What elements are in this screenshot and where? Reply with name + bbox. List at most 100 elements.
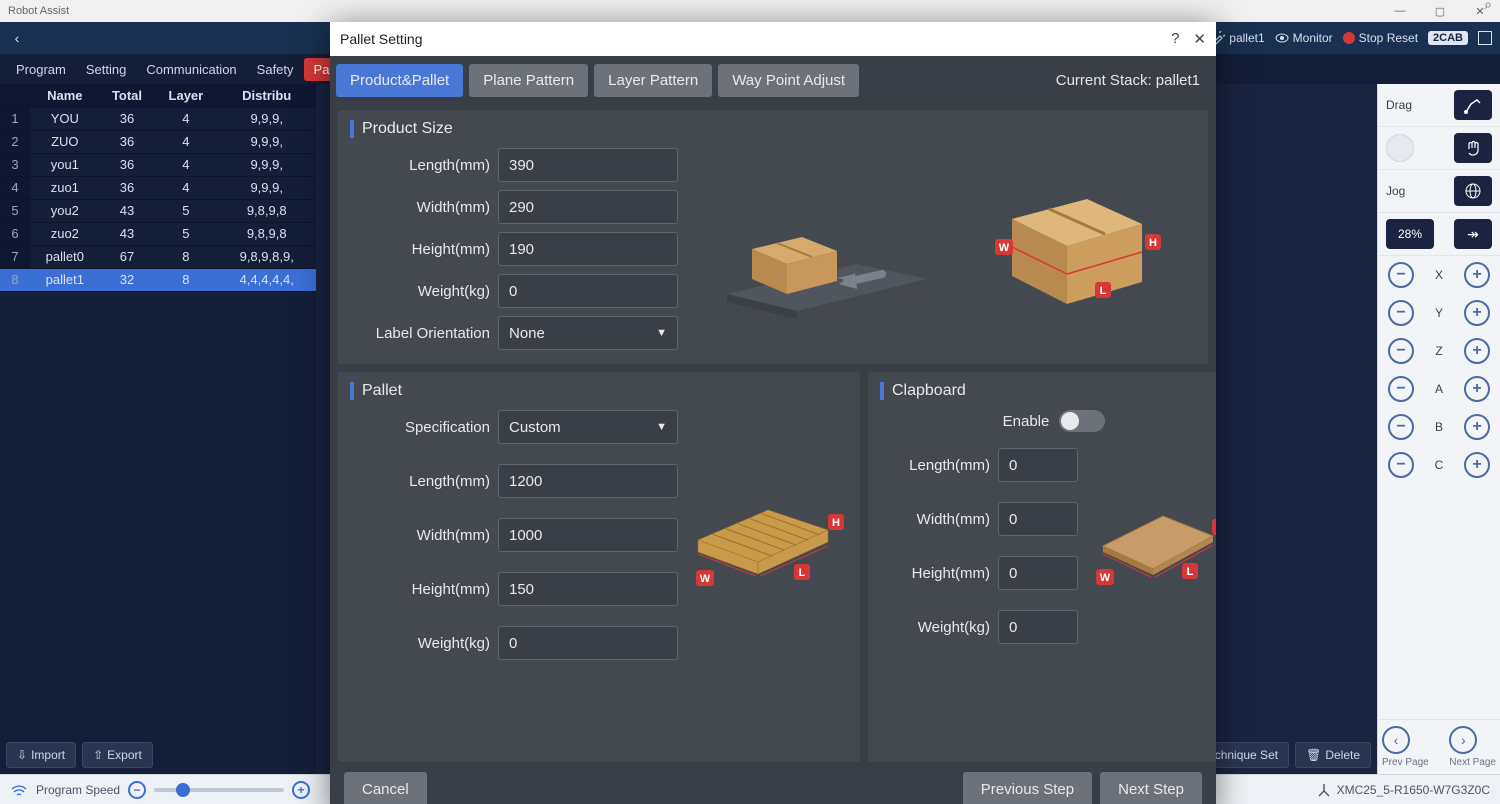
axis-Y-plus-button[interactable]: + (1464, 300, 1490, 326)
table-row[interactable]: 5you24359,8,9,8 (0, 199, 316, 222)
product-size-title: Product Size (350, 120, 1196, 138)
caret-down-icon: ▼ (656, 421, 667, 433)
clapboard-title: Clapboard (880, 382, 1216, 400)
axis-C-label: C (1435, 458, 1444, 472)
axis-Y-minus-button[interactable]: − (1388, 300, 1414, 326)
export-button[interactable]: ⇧ Export (82, 742, 153, 768)
previous-step-button[interactable]: Previous Step (963, 772, 1092, 804)
axis-A-plus-button[interactable]: + (1464, 376, 1490, 402)
pallet-weight-input[interactable] (498, 626, 678, 660)
dialog-close-icon[interactable]: ✕ (1193, 30, 1206, 48)
table-row[interactable]: 6zuo24359,8,9,8 (0, 222, 316, 245)
axis-Y-label: Y (1435, 306, 1443, 320)
clapboard-height-input[interactable] (998, 556, 1078, 590)
drag-toggle[interactable] (1386, 134, 1414, 162)
axis-A-minus-button[interactable]: − (1388, 376, 1414, 402)
trash-icon: 🗑 (1306, 748, 1321, 762)
step-button[interactable]: ↠ (1454, 219, 1492, 249)
tab-layer-pattern[interactable]: Layer Pattern (594, 64, 712, 97)
axis-A-label: A (1435, 382, 1443, 396)
col-distribu: Distribu (217, 84, 316, 107)
table-row[interactable]: 3you13649,9,9, (0, 153, 316, 176)
axis-B-label: B (1435, 420, 1443, 434)
tab-product-pallet[interactable]: Product&Pallet (336, 64, 463, 97)
svg-text:W: W (999, 242, 1010, 254)
import-button[interactable]: ⇩ Import (6, 742, 76, 768)
pallet-illustration: H L W (678, 410, 848, 660)
pallet-width-input[interactable] (498, 518, 678, 552)
product-weight-input[interactable] (498, 274, 678, 308)
table-row[interactable]: 2ZUO3649,9,9, (0, 130, 316, 153)
maximize-icon[interactable]: ▢ (1420, 0, 1460, 22)
delete-button[interactable]: 🗑 Delete (1295, 742, 1371, 768)
tab-plane-pattern[interactable]: Plane Pattern (469, 64, 588, 97)
table-row[interactable]: 7pallet06789,8,9,8,9, (0, 245, 316, 268)
pallet-height-input[interactable] (498, 572, 678, 606)
stop-reset-button[interactable]: Stop Reset (1343, 31, 1418, 45)
globe-icon (1464, 182, 1482, 200)
menu-item-safety[interactable]: Safety (247, 58, 304, 81)
table-row[interactable]: 1YOU3649,9,9, (0, 107, 316, 130)
pallet-title: Pallet (350, 382, 848, 400)
axis-C-plus-button[interactable]: + (1464, 452, 1490, 478)
axis-Z-minus-button[interactable]: − (1388, 338, 1414, 364)
back-icon[interactable]: ‹ (8, 30, 26, 46)
clapboard-weight-input[interactable] (998, 610, 1078, 644)
axis-B-plus-button[interactable]: + (1464, 414, 1490, 440)
pallet-indicator[interactable]: pallet1 (1211, 31, 1264, 45)
axis-Z-plus-button[interactable]: + (1464, 338, 1490, 364)
clapboard-length-input[interactable] (998, 448, 1078, 482)
axis-X-plus-button[interactable]: + (1464, 262, 1490, 288)
table-row[interactable]: 8pallet13284,4,4,4,4, (0, 268, 316, 291)
product-height-input[interactable] (498, 232, 678, 266)
version-label: XMC25_5-R1650-W7G3Z0C (1337, 783, 1490, 797)
monitor-indicator[interactable]: Monitor (1275, 31, 1333, 45)
next-step-button[interactable]: Next Step (1100, 772, 1202, 804)
search-icon[interactable]: ⌕ (1484, 0, 1492, 13)
mode-badge[interactable]: 2CAB (1428, 31, 1468, 45)
menu-item-communication[interactable]: Communication (136, 58, 246, 81)
current-stack-label: Current Stack: pallet1 (1056, 72, 1210, 89)
caret-down-icon: ▼ (656, 327, 667, 339)
next-page-button[interactable]: › (1449, 726, 1477, 754)
pallet-panel: Pallet Specification Custom▼ Length(mm) (338, 372, 860, 762)
pallet-setting-dialog: Pallet Setting ? ✕ Product&PalletPlane P… (330, 22, 1216, 804)
export-icon[interactable] (1478, 31, 1492, 45)
dialog-titlebar: Pallet Setting ? ✕ (330, 22, 1216, 56)
prev-page-button[interactable]: ‹ (1382, 726, 1410, 754)
clapboard-illustration: H L W (1078, 448, 1216, 644)
pallet-length-input[interactable] (498, 464, 678, 498)
menu-item-program[interactable]: Program (6, 58, 76, 81)
speed-pct-button[interactable]: 28% (1386, 219, 1434, 249)
speed-minus-button[interactable]: − (128, 781, 146, 799)
axis-X-minus-button[interactable]: − (1388, 262, 1414, 288)
close-icon[interactable]: ✕ (1460, 0, 1500, 22)
os-titlebar: Robot Assist — ▢ ✕ (0, 0, 1500, 22)
speed-plus-button[interactable]: + (292, 781, 310, 799)
clapboard-enable-label: Enable (1003, 413, 1050, 430)
hand-button[interactable] (1454, 133, 1492, 163)
axis-X-label: X (1435, 268, 1443, 282)
product-width-input[interactable] (498, 190, 678, 224)
help-icon[interactable]: ? (1171, 30, 1179, 48)
tab-way-point-adjust[interactable]: Way Point Adjust (718, 64, 859, 97)
minimize-icon[interactable]: — (1380, 0, 1420, 22)
robot-button[interactable] (1454, 90, 1492, 120)
dialog-tabs: Product&PalletPlane PatternLayer Pattern… (330, 56, 1216, 104)
product-illustration: W H L (678, 148, 1196, 350)
menu-item-setting[interactable]: Setting (76, 58, 136, 81)
cancel-button[interactable]: Cancel (344, 772, 427, 804)
speed-slider[interactable] (154, 788, 284, 792)
coord-button[interactable] (1454, 176, 1492, 206)
table-row[interactable]: 4zuo13649,9,9, (0, 176, 316, 199)
label-orientation-select[interactable]: None▼ (498, 316, 678, 350)
clapboard-width-input[interactable] (998, 502, 1078, 536)
clapboard-enable-toggle[interactable] (1059, 410, 1105, 432)
axis-B-minus-button[interactable]: − (1388, 414, 1414, 440)
clapboard-panel: Clapboard Enable Length(mm) Width(mm) (868, 372, 1216, 762)
product-length-input[interactable] (498, 148, 678, 182)
axis-C-minus-button[interactable]: − (1388, 452, 1414, 478)
jog-label: Jog (1386, 184, 1405, 198)
pallet-spec-select[interactable]: Custom▼ (498, 410, 678, 444)
axis-Z-label: Z (1435, 344, 1442, 358)
